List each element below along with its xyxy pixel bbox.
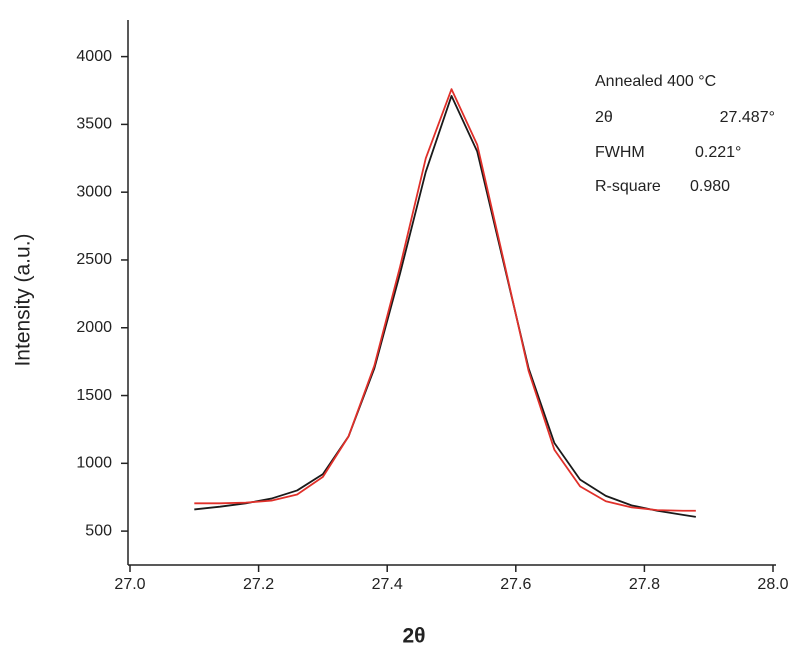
annotation: FWHM: [595, 144, 645, 161]
x-axis-label: 2θ: [402, 625, 425, 648]
data-line: [194, 95, 696, 518]
annotation: 0.980: [690, 178, 730, 195]
x-tick-label: 27.6: [500, 576, 531, 593]
y-tick-label: 500: [85, 522, 112, 539]
y-tick-label: 3000: [76, 183, 112, 200]
annotation: Annealed 400 °C: [595, 73, 716, 90]
annotation: 27.487°: [720, 109, 775, 126]
y-tick-label: 1500: [76, 387, 112, 404]
y-tick-label: 2500: [76, 251, 112, 268]
x-tick-label: 27.8: [629, 576, 660, 593]
x-tick-label: 28.0: [757, 576, 788, 593]
annotation: 2θ: [595, 109, 613, 126]
y-tick-label: 2000: [76, 319, 112, 336]
y-tick-label: 3500: [76, 116, 112, 133]
x-tick-label: 27.2: [243, 576, 274, 593]
annotation: 0.221°: [695, 144, 741, 161]
x-tick-label: 27.4: [372, 576, 403, 593]
x-tick-label: 27.0: [114, 576, 145, 593]
data-line: [194, 88, 696, 512]
y-tick-label: 1000: [76, 455, 112, 472]
y-axis-label: Intensity (a.u.): [12, 233, 35, 366]
annotation: R-square: [595, 178, 661, 195]
y-tick-label: 4000: [76, 48, 112, 65]
